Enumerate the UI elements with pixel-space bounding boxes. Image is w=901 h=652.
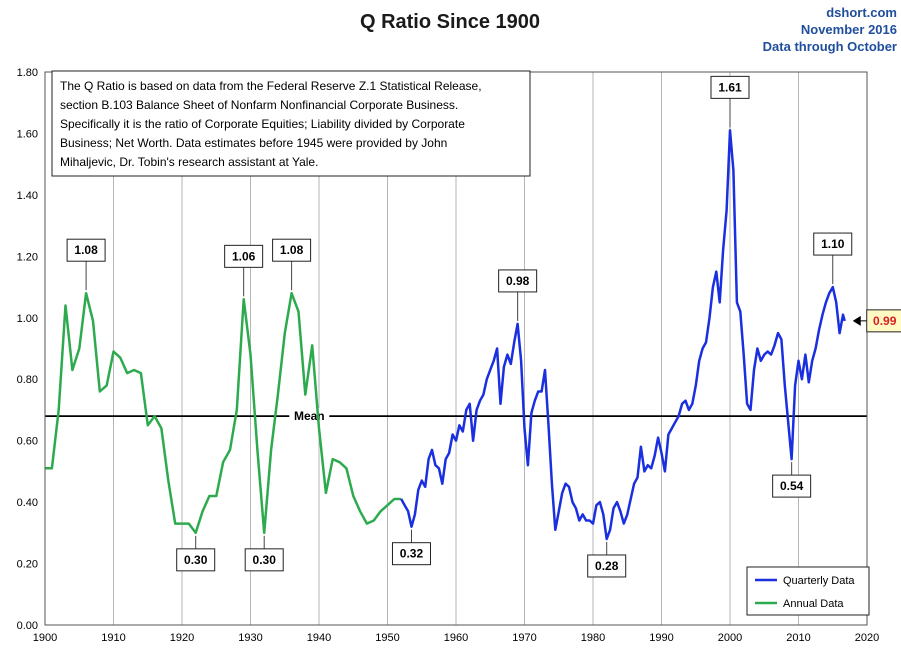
annotation-box: [498, 269, 538, 293]
legend-label-annual: Annual Data: [783, 598, 844, 610]
x-tick-label: 1950: [375, 632, 399, 644]
legend-label-quarterly: Quarterly Data: [783, 575, 855, 587]
x-tick-label: 1980: [581, 632, 605, 644]
x-tick-label: 1910: [101, 632, 125, 644]
chart-title: Q Ratio Since 1900: [360, 11, 540, 33]
legend: Quarterly Data Annual Data: [746, 566, 870, 616]
value-annotations: 1.08 0.30 1.06 0.30 1.08 0.32 0.98 0.28 1.61 0.54…: [66, 75, 901, 578]
note-line-1: The Q Ratio is based on data from the Fe…: [60, 79, 482, 93]
annotation-box: [710, 75, 750, 99]
y-tick-label: 0.00: [17, 620, 38, 632]
axis-ticks: 1900 1910 1920 1930 1940 1950 1960 1970 1980 1990…: [17, 67, 880, 644]
note-line-4: Business; Net Worth. Data estimates befo…: [60, 136, 447, 150]
series-lines: [45, 129, 846, 541]
annotation-label: 0.54: [780, 479, 804, 493]
series-line-annual-data: [45, 291, 402, 535]
x-tick-label: 1970: [512, 632, 536, 644]
annotation-box: [272, 238, 312, 262]
y-tick-label: 1.80: [17, 67, 38, 79]
y-tick-label: 1.60: [17, 128, 38, 140]
source-date: November 2016: [801, 22, 897, 37]
source-coverage: Data through October: [763, 39, 897, 54]
y-tick-label: 1.40: [17, 190, 38, 202]
latest-value-box: [866, 309, 901, 333]
annotation-box: [391, 542, 431, 566]
annotation-box: [176, 548, 216, 572]
source-site: dshort.com: [826, 5, 897, 20]
methodology-note: The Q Ratio is based on data from the Fe…: [51, 70, 531, 177]
x-tick-label: 1900: [33, 632, 57, 644]
annotation-label: 1.08: [74, 243, 98, 257]
y-tick-label: 0.40: [17, 497, 38, 509]
note-line-2: section B.103 Balance Sheet of Nonfarm N…: [60, 98, 458, 112]
annotation-label: 0.32: [400, 547, 424, 561]
annotation-box: [66, 238, 106, 262]
annotation-label: 0.30: [184, 553, 208, 567]
x-tick-label: 2010: [786, 632, 810, 644]
y-tick-label: 1.20: [17, 251, 38, 263]
annotation-label: 1.10: [821, 237, 845, 251]
annotation-box: [224, 244, 264, 268]
mean-label: Mean: [294, 409, 325, 423]
x-tick-label: 1960: [444, 632, 468, 644]
annotation-label: 1.08: [280, 243, 304, 257]
x-tick-label: 2000: [718, 632, 742, 644]
series-line-quarterly-data: [400, 129, 846, 541]
note-box: [51, 70, 531, 177]
note-line-3: Specifically it is the ratio of Corporat…: [60, 117, 465, 131]
annotation-label: 0.98: [506, 274, 530, 288]
y-tick-label: 0.20: [17, 559, 38, 571]
y-tick-label: 1.00: [17, 313, 38, 325]
latest-arrow-icon: [852, 315, 861, 326]
annotation-label: 1.61: [718, 80, 742, 94]
x-tick-label: 1920: [170, 632, 194, 644]
annotation-box: [813, 232, 853, 256]
annotation-label: 0.30: [253, 553, 277, 567]
annotation-box: [772, 474, 812, 498]
note-line-5: Mihaljevic, Dr. Tobin's research assista…: [60, 155, 318, 169]
y-tick-label: 0.80: [17, 374, 38, 386]
latest-value-label: 0.99: [873, 314, 897, 328]
annotation-label: 1.06: [232, 249, 256, 263]
x-tick-label: 1940: [307, 632, 331, 644]
y-tick-label: 0.60: [17, 436, 38, 448]
annotation-box: [244, 548, 284, 572]
x-tick-label: 2020: [855, 632, 879, 644]
annotation-box: [587, 554, 627, 578]
annotation-label: 0.28: [595, 559, 619, 573]
legend-box: [746, 566, 870, 616]
x-tick-label: 1990: [649, 632, 673, 644]
x-tick-label: 1930: [238, 632, 262, 644]
